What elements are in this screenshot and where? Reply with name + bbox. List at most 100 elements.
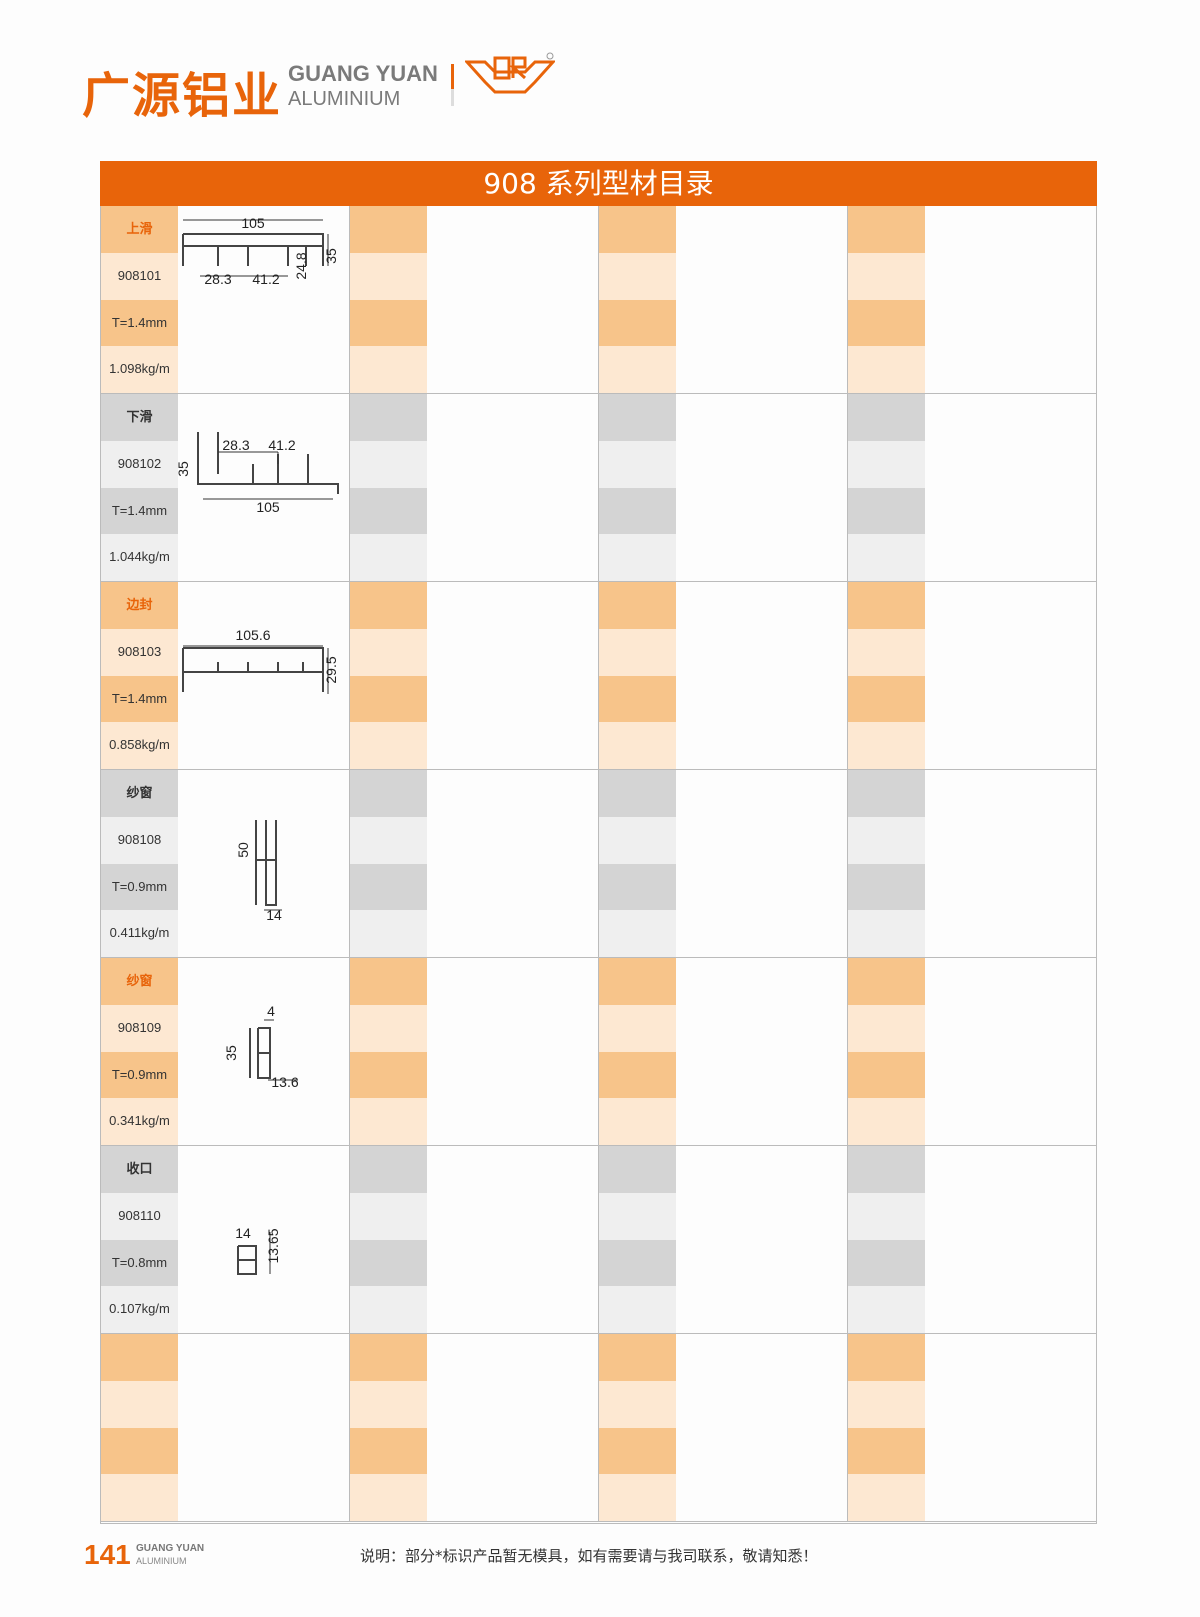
- logo-divider: [451, 64, 454, 106]
- profile-thickness-label: [599, 675, 676, 723]
- profile-cell: 收口 908110 T=0.8mm 0.107kg/m 14 13.65: [101, 1146, 350, 1333]
- profile-weight-label: [350, 910, 427, 957]
- profile-weight-label: [350, 1474, 427, 1521]
- profile-weight-label: 0.858kg/m: [101, 722, 178, 769]
- profile-drawing: 14 13.65: [235, 1225, 281, 1275]
- profile-name-label: [848, 582, 925, 629]
- profile-name-label: [350, 206, 427, 253]
- page-number: 141: [84, 1539, 131, 1570]
- profile-outline: [182, 647, 324, 692]
- profile-drawing: 105 28.3 41.2 24.8 35: [182, 215, 339, 287]
- profile-section: 纱窗 908108 T=0.9mm 0.411kg/m 50 14: [101, 770, 1096, 958]
- footer-brand-line1: GUANG YUAN: [136, 1543, 205, 1554]
- profile-weight-label: [848, 910, 925, 957]
- profile-code-label: [599, 440, 676, 488]
- profile-cell: [599, 958, 848, 1145]
- profile-code-label: [848, 252, 925, 300]
- profile-name-label: [599, 582, 676, 629]
- profile-section: 上滑 908101 T=1.4mm 1.098kg/m 105 28.3 41.2 24.8 3…: [101, 206, 1096, 394]
- profile-section: 收口 908110 T=0.8mm 0.107kg/m 14 13.65: [101, 1146, 1096, 1334]
- profile-name-label: [599, 958, 676, 1005]
- profile-name-label: 纱窗: [101, 958, 178, 1005]
- dimension-label: 50: [235, 842, 251, 858]
- profile-weight-label: [848, 534, 925, 581]
- profile-weight-label: [599, 534, 676, 581]
- dimension-label: 105.6: [235, 627, 270, 643]
- profile-weight-label: [848, 1286, 925, 1333]
- profile-name-label: [599, 1334, 676, 1381]
- profile-thickness-label: [848, 299, 925, 347]
- profile-cell: 纱窗 908109 T=0.9mm 0.341kg/m 4 35 13.6: [101, 958, 350, 1145]
- profile-name-label: [350, 958, 427, 1005]
- profile-code-label: [599, 1004, 676, 1052]
- profile-code-label: [101, 1380, 178, 1428]
- profile-thickness-label: [599, 487, 676, 535]
- dimension-label: 41.2: [268, 437, 295, 453]
- profile-thickness-label: [350, 863, 427, 911]
- profile-thickness-label: [101, 1427, 178, 1475]
- profile-thickness-label: [848, 675, 925, 723]
- profile-name-label: [848, 394, 925, 441]
- profile-outline: [197, 432, 339, 494]
- profile-weight-label: [599, 1098, 676, 1145]
- profile-weight-label: [599, 910, 676, 957]
- profile-thickness-label: [848, 1051, 925, 1099]
- profile-code-label: [599, 252, 676, 300]
- profile-thickness-label: [848, 487, 925, 535]
- profile-cell: [350, 394, 599, 581]
- profile-thickness-label: [848, 863, 925, 911]
- profile-code-label: [599, 1192, 676, 1240]
- profile-name-label: [848, 1146, 925, 1193]
- profile-cell: [848, 1334, 1097, 1521]
- dimension-label: 35: [223, 1045, 239, 1061]
- profile-name-label: 边封: [101, 582, 178, 629]
- profile-thickness-label: T=0.9mm: [101, 863, 178, 911]
- profile-thickness-label: T=0.8mm: [101, 1239, 178, 1287]
- profile-cell: [350, 958, 599, 1145]
- profile-code-label: [350, 1192, 427, 1240]
- profile-thickness-label: T=1.4mm: [101, 675, 178, 723]
- profile-thickness-label: [599, 863, 676, 911]
- profile-code-label: [848, 440, 925, 488]
- profile-code-label: 908103: [101, 628, 178, 676]
- profile-name-label: [101, 1334, 178, 1381]
- dimension-label: 35: [178, 461, 191, 477]
- profile-cell: [350, 1146, 599, 1333]
- profile-weight-label: 0.411kg/m: [101, 910, 178, 957]
- profile-code-label: [350, 252, 427, 300]
- profile-name-label: [350, 770, 427, 817]
- profile-cell: [848, 1146, 1097, 1333]
- dimension-label: 28.3: [204, 271, 231, 287]
- profile-name-label: [599, 1146, 676, 1193]
- page-title: 908 系列型材目录: [100, 161, 1097, 206]
- profile-section: 纱窗 908109 T=0.9mm 0.341kg/m 4 35 13.6: [101, 958, 1096, 1146]
- profile-drawing: 28.3 41.2 35 105: [178, 432, 339, 515]
- profile-outline: [182, 233, 324, 266]
- profile-code-label: 908102: [101, 440, 178, 488]
- profile-name-label: [848, 958, 925, 1005]
- profile-section: 边封 908103 T=1.4mm 0.858kg/m 105.6 29.5: [101, 582, 1096, 770]
- profile-weight-label: [350, 346, 427, 393]
- profile-cell: [599, 1334, 848, 1521]
- profile-code-label: [848, 1380, 925, 1428]
- profile-cell: [599, 582, 848, 769]
- profile-weight-label: [599, 722, 676, 769]
- profile-code-label: 908109: [101, 1004, 178, 1052]
- profile-name-label: 纱窗: [101, 770, 178, 817]
- dimension-line: [218, 451, 279, 464]
- profile-weight-label: [350, 1098, 427, 1145]
- profile-code-label: [848, 1192, 925, 1240]
- profile-drawing: 50 14: [235, 820, 282, 923]
- profile-cell: [848, 582, 1097, 769]
- profile-table: 上滑 908101 T=1.4mm 1.098kg/m 105 28.3 41.2 24.8 3…: [100, 206, 1097, 1524]
- profile-name-label: [350, 1334, 427, 1381]
- profile-section: [101, 1334, 1096, 1522]
- profile-thickness-label: T=0.9mm: [101, 1051, 178, 1099]
- profile-code-label: [350, 440, 427, 488]
- profile-weight-label: [101, 1474, 178, 1521]
- profile-weight-label: [848, 722, 925, 769]
- profile-outline: [255, 820, 277, 906]
- profile-thickness-label: [848, 1427, 925, 1475]
- profile-weight-label: 1.098kg/m: [101, 346, 178, 393]
- profile-code-label: [848, 816, 925, 864]
